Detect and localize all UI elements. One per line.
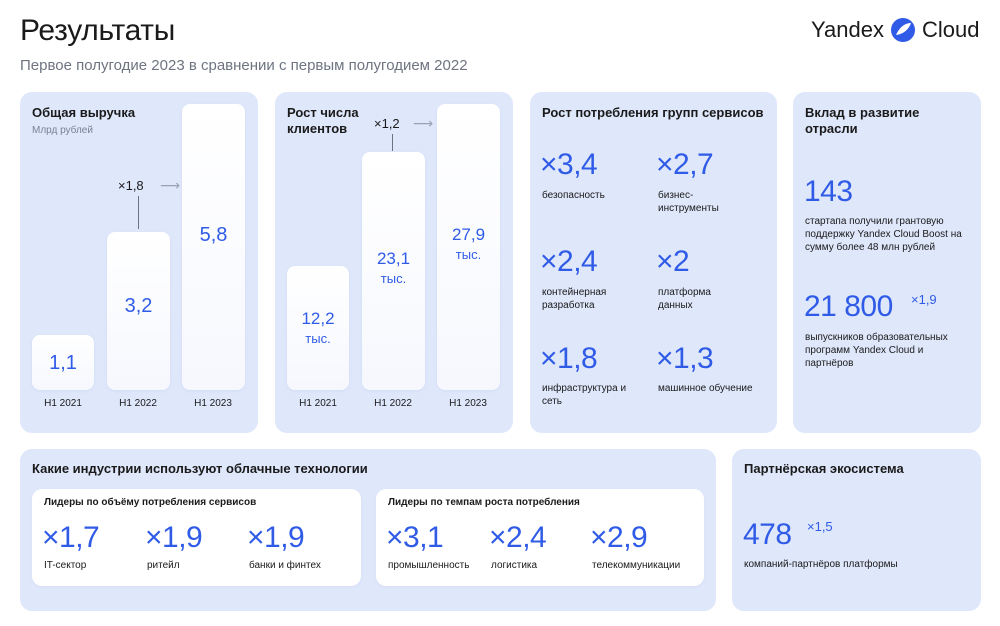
service-growth-value: ×1,3	[656, 342, 714, 375]
industry-title: Вклад в развитие отрасли	[805, 105, 920, 136]
bar-value: 3,2	[124, 295, 153, 317]
clients-bar-h1-2022: 23,1 тыс.	[362, 152, 425, 390]
bar-value: 1,1	[49, 352, 77, 374]
bar-value: 5,8	[199, 224, 228, 246]
graduates-value: 21 800	[804, 290, 893, 323]
graduates-text: выпускников образовательных программ Yan…	[805, 332, 948, 369]
sectors-title: Какие индустрии используют облачные техн…	[32, 461, 368, 476]
bar-unit: тыс.	[305, 331, 331, 346]
growth-leaders-panel: Лидеры по темпам роста потребления ×3,1 …	[376, 489, 704, 586]
page-title: Результаты	[20, 14, 175, 47]
services-card: Рост потребления групп сервисов ×3,4 без…	[530, 92, 777, 433]
bar-label: H1 2022	[374, 398, 412, 409]
service-growth-value: ×2,7	[656, 148, 714, 181]
bar-label: H1 2021	[299, 398, 337, 409]
revenue-multiplier: ×1,8	[118, 178, 144, 193]
partners-multiplier: ×1,5	[807, 519, 833, 534]
bar-value: 23,1	[376, 249, 411, 268]
clients-bar-h1-2021: 12,2 тыс.	[287, 266, 349, 390]
yandex-cloud-logo: Yandex Cloud	[811, 16, 979, 44]
revenue-card: Общая выручка Млрд рублей ×1,8 ⟶ 1,1 3,2…	[20, 92, 258, 433]
logo-word-cloud: Cloud	[921, 17, 980, 42]
service-growth-label: безопасность	[542, 190, 605, 201]
bar-label: H1 2021	[44, 398, 82, 409]
clients-multiplier: ×1,2	[374, 116, 400, 131]
clients-bar-h1-2023: 27,9 тыс.	[437, 104, 500, 390]
bar-label: H1 2022	[119, 398, 157, 409]
sector-value: ×1,9	[247, 521, 305, 554]
graduates-multiplier: ×1,9	[911, 292, 937, 307]
service-growth-label: платформа данных	[658, 287, 711, 311]
service-growth-label: контейнерная разработка	[542, 287, 607, 311]
service-growth-label: машинное обучение	[658, 383, 753, 394]
revenue-bar-h1-2022: 3,2	[107, 232, 170, 390]
bar-unit: тыс.	[455, 247, 482, 262]
arrow-right-icon: ⟶	[160, 177, 181, 193]
service-growth-value: ×1,8	[540, 342, 598, 375]
service-growth-value: ×2	[656, 245, 690, 278]
arrow-right-icon: ⟶	[413, 115, 434, 131]
volume-leaders-title: Лидеры по объёму потребления сервисов	[44, 497, 257, 508]
sector-value: ×3,1	[386, 521, 444, 554]
revenue-bar-h1-2023: 5,8	[182, 104, 245, 390]
services-title: Рост потребления групп сервисов	[542, 105, 764, 120]
revenue-title: Общая выручка	[32, 105, 136, 120]
industry-card: Вклад в развитие отрасли 143 стартапа по…	[793, 92, 981, 433]
clients-title: Рост числа клиентов	[287, 105, 359, 136]
logo-word-yandex: Yandex	[811, 17, 884, 42]
bar-value: 27,9	[451, 225, 486, 244]
bar-label: H1 2023	[449, 398, 487, 409]
growth-leaders-title: Лидеры по темпам роста потребления	[388, 497, 580, 508]
startups-value: 143	[804, 175, 853, 208]
volume-leaders-panel: Лидеры по объёму потребления сервисов ×1…	[32, 489, 361, 586]
bar-unit: тыс.	[380, 271, 407, 286]
sector-value: ×1,9	[145, 521, 203, 554]
sectors-card: Какие индустрии используют облачные техн…	[20, 449, 716, 611]
sector-label: промышленность	[388, 560, 470, 571]
revenue-unit: Млрд рублей	[32, 125, 93, 136]
service-growth-label: бизнес-инструменты	[658, 190, 719, 214]
clients-card: Рост числа клиентов ×1,2 ⟶ 12,2 тыс. 23,…	[275, 92, 513, 433]
service-growth-value: ×2,4	[540, 245, 598, 278]
sector-label: телекоммуникации	[592, 560, 681, 571]
startups-text: стартапа получили грантовую поддержку Ya…	[805, 216, 962, 253]
bar-label: H1 2023	[194, 398, 232, 409]
sector-value: ×2,4	[489, 521, 547, 554]
service-growth-value: ×3,4	[540, 148, 598, 181]
service-growth-label: инфраструктура и сеть	[542, 383, 627, 407]
multiplier-connector	[392, 134, 393, 151]
yandex-cloud-logo-icon	[890, 18, 915, 42]
partners-card: Партнёрская экосистема 478 ×1,5 компаний…	[732, 449, 981, 611]
sector-label: банки и финтех	[249, 560, 321, 571]
sector-value: ×2,9	[590, 521, 648, 554]
sector-label: логистика	[491, 560, 538, 571]
partners-title: Партнёрская экосистема	[744, 461, 904, 476]
sector-label: ритейл	[147, 560, 180, 571]
revenue-bar-h1-2021: 1,1	[32, 335, 94, 390]
partners-text: компаний-партнёров платформы	[744, 559, 898, 570]
multiplier-connector	[138, 196, 139, 229]
page-subtitle: Первое полугодие 2023 в сравнении с перв…	[20, 57, 468, 74]
sector-value: ×1,7	[42, 521, 100, 554]
bar-value: 12,2	[301, 309, 335, 328]
partners-value: 478	[743, 518, 792, 551]
sector-label: IT-сектор	[44, 560, 87, 571]
